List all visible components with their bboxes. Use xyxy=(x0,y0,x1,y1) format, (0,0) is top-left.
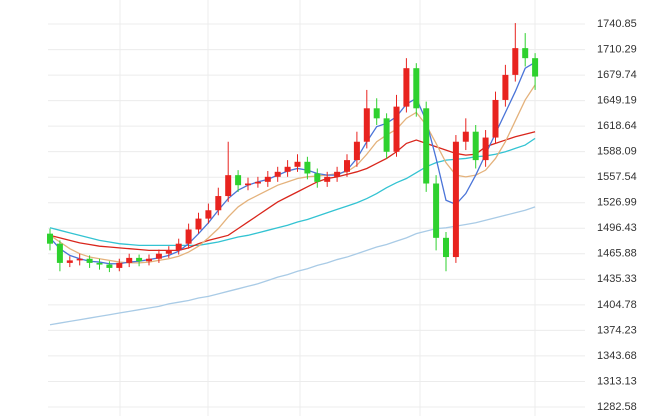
candle-body xyxy=(443,237,449,258)
candle-body xyxy=(532,58,539,77)
candle-body xyxy=(205,210,212,219)
candle-body xyxy=(502,74,509,100)
candle-body xyxy=(76,258,83,261)
y-tick-label: 1343.68 xyxy=(597,350,637,362)
candle-body xyxy=(304,161,311,174)
candle-body xyxy=(66,260,73,263)
candle-body xyxy=(155,253,162,259)
candle-body xyxy=(185,229,192,244)
candle-body xyxy=(324,176,331,182)
candle-body xyxy=(86,258,93,263)
candle-body xyxy=(294,161,301,167)
candle-body xyxy=(146,258,152,262)
candle-body xyxy=(235,175,242,186)
candle-body xyxy=(106,264,113,268)
candle-body xyxy=(254,181,261,184)
candle-body xyxy=(413,68,420,109)
y-tick-label: 1404.78 xyxy=(597,299,637,311)
candle-body xyxy=(393,106,400,152)
candle-body xyxy=(136,257,143,262)
y-tick-label: 1557.54 xyxy=(597,171,637,183)
y-tick-label: 1435.33 xyxy=(597,273,637,285)
candle-body xyxy=(165,250,172,254)
candle-body xyxy=(482,137,489,161)
y-tick-label: 1740.85 xyxy=(597,18,637,30)
y-tick-label: 1465.88 xyxy=(597,248,637,260)
candle-body xyxy=(373,108,380,119)
y-tick-label: 1649.19 xyxy=(597,95,637,107)
candle-body xyxy=(116,262,123,268)
candle-body xyxy=(264,176,271,182)
candle-body xyxy=(423,108,430,184)
candle-body xyxy=(215,196,222,211)
candle-body xyxy=(512,48,519,75)
candle-body xyxy=(126,257,133,263)
candle-body xyxy=(245,183,251,186)
candle-body xyxy=(96,262,103,265)
candle-body xyxy=(284,166,291,172)
candle-body xyxy=(522,48,529,59)
candle-body xyxy=(175,243,182,251)
candle-body xyxy=(462,131,469,142)
candle-body xyxy=(195,218,202,230)
candle-body xyxy=(56,243,63,263)
y-tick-label: 1313.13 xyxy=(597,375,637,387)
candle-body xyxy=(344,160,350,172)
candle-body xyxy=(383,118,390,152)
y-tick-label: 1526.99 xyxy=(597,197,637,209)
candle-body xyxy=(314,173,321,182)
candle-body xyxy=(433,183,440,238)
y-tick-label: 1374.23 xyxy=(597,324,637,336)
y-tick-label: 1710.29 xyxy=(597,43,637,55)
candle-body xyxy=(225,175,232,197)
candle-body xyxy=(452,141,459,258)
candle-body xyxy=(472,131,479,161)
candle-body xyxy=(334,171,341,177)
candle-body xyxy=(403,68,410,107)
y-tick-label: 1496.43 xyxy=(597,222,637,234)
candle-body xyxy=(274,171,281,177)
candle-body xyxy=(47,233,53,244)
candle-body xyxy=(363,108,370,142)
candle-body xyxy=(353,141,360,161)
y-tick-label: 1588.09 xyxy=(597,146,637,158)
y-tick-label: 1282.58 xyxy=(597,401,637,413)
candle-body xyxy=(492,99,499,138)
y-tick-label: 1618.64 xyxy=(597,120,637,132)
y-tick-label: 1679.74 xyxy=(597,69,637,81)
